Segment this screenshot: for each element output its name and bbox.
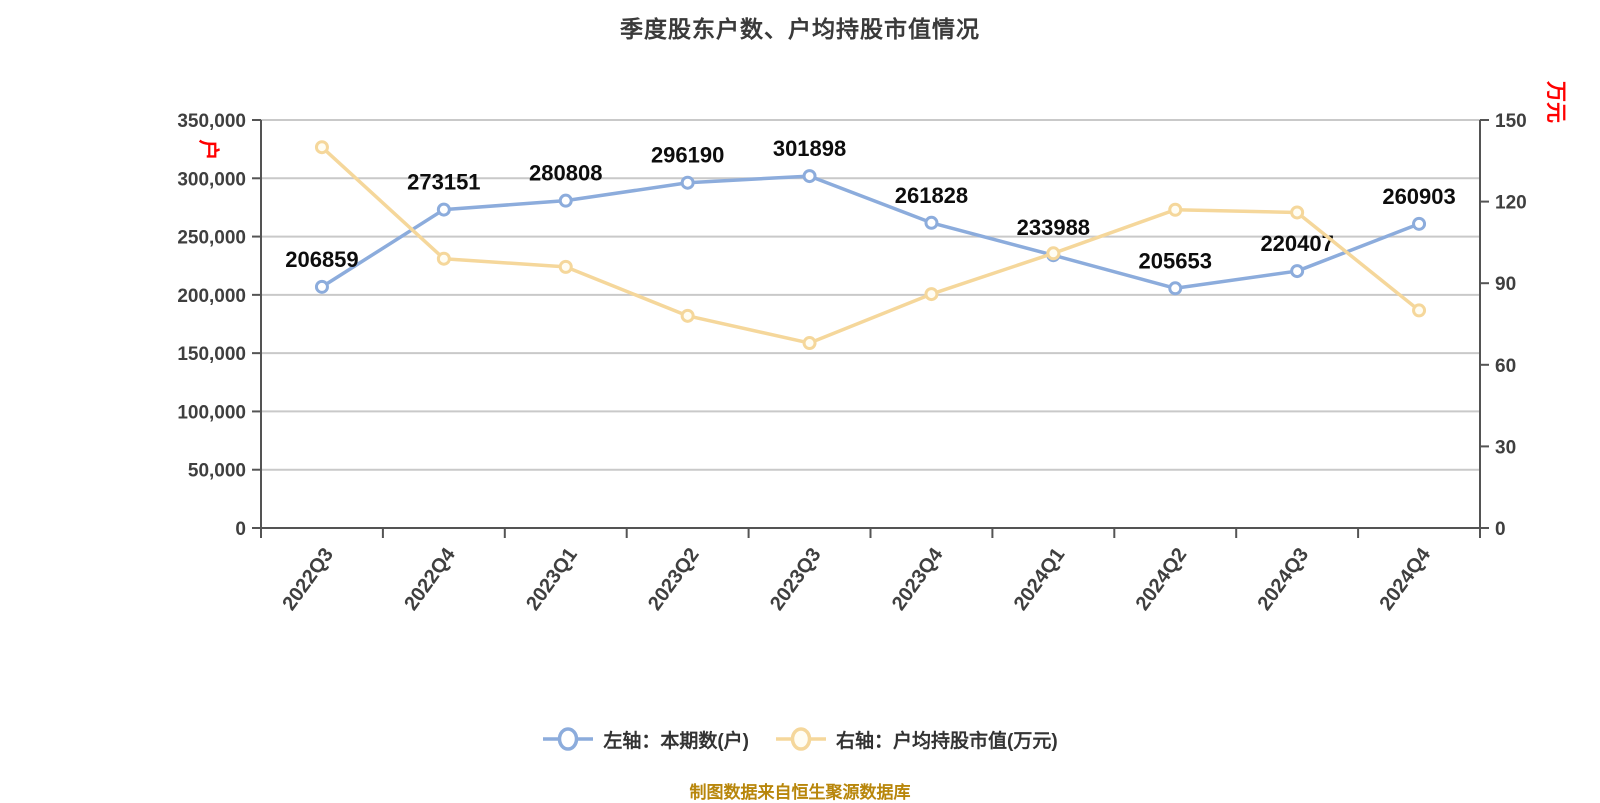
data-point[interactable] xyxy=(314,279,329,294)
data-point[interactable] xyxy=(1168,281,1183,296)
data-point-label: 261828 xyxy=(895,183,968,208)
legend-item-right-series[interactable]: 右轴：户均持股市值(万元) xyxy=(775,726,1058,753)
x-axis-label: 2024Q1 xyxy=(1010,544,1070,615)
left-axis-tick-label: 300,000 xyxy=(177,169,246,190)
data-point[interactable] xyxy=(558,193,573,208)
legend-item-left-series[interactable]: 左轴：本期数(户) xyxy=(542,726,749,753)
data-point[interactable] xyxy=(436,202,451,217)
data-point[interactable] xyxy=(680,308,695,323)
plot-area-svg: 0 50,000 100,000 150,000 200,000 250,000 300,0… xyxy=(177,111,1527,615)
data-point-label: 296190 xyxy=(651,143,724,168)
x-axis-label: 2023Q4 xyxy=(888,543,948,614)
data-point-label: 301898 xyxy=(773,136,846,161)
data-point-label: 280808 xyxy=(529,161,602,186)
right-axis-tick-label: 150 xyxy=(1495,111,1527,132)
left-axis-tick-label: 100,000 xyxy=(177,402,246,423)
data-point[interactable] xyxy=(924,287,939,302)
data-point[interactable] xyxy=(1290,205,1305,220)
data-point-label: 205653 xyxy=(1139,248,1212,273)
left-axis-unit-label: 户 xyxy=(196,139,220,161)
data-point[interactable] xyxy=(1290,264,1305,279)
legend-line-marker-icon xyxy=(543,727,594,751)
source-note: 制图数据来自恒生聚源数据库 xyxy=(689,783,911,802)
x-axis-label: 2023Q3 xyxy=(766,544,826,615)
data-point-label: 273151 xyxy=(407,170,480,195)
data-point[interactable] xyxy=(802,169,817,184)
data-point[interactable] xyxy=(1168,202,1183,217)
left-axis-tick-label: 200,000 xyxy=(177,286,246,307)
left-axis-tick-label: 350,000 xyxy=(177,111,246,132)
left-axis-tick-label: 0 xyxy=(235,519,246,540)
left-axis-tick-label: 50,000 xyxy=(188,461,246,482)
x-axis-label: 2023Q2 xyxy=(644,544,704,615)
data-point[interactable] xyxy=(924,215,939,230)
right-axis-tick-label: 0 xyxy=(1495,519,1506,540)
data-point-label: 206859 xyxy=(285,247,358,272)
data-point[interactable] xyxy=(436,251,451,266)
chart-title: 季度股东户数、户均持股市值情况 xyxy=(620,16,980,42)
data-point-label: 233988 xyxy=(1017,215,1090,240)
x-axis-label: 2022Q3 xyxy=(278,544,338,615)
data-point-label: 220407 xyxy=(1260,231,1333,256)
right-axis-tick-label: 120 xyxy=(1495,193,1527,214)
data-point-label: 260903 xyxy=(1382,184,1455,209)
x-axis-label: 2022Q4 xyxy=(400,543,460,614)
x-axis-label: 2024Q4 xyxy=(1375,543,1435,614)
data-point[interactable] xyxy=(558,259,573,274)
x-axis-label: 2023Q1 xyxy=(522,544,582,615)
data-point[interactable] xyxy=(802,336,817,351)
left-axis-tick-label: 250,000 xyxy=(177,228,246,249)
data-point[interactable] xyxy=(314,140,329,155)
data-point[interactable] xyxy=(1046,246,1061,261)
legend-label-right-series: 右轴：户均持股市值(万元) xyxy=(836,730,1058,752)
legend: 左轴：本期数(户) 右轴：户均持股市值(万元) xyxy=(0,722,1600,756)
x-axis-label: 2024Q3 xyxy=(1254,544,1314,615)
right-axis-tick-label: 30 xyxy=(1495,437,1516,458)
data-point[interactable] xyxy=(680,175,695,190)
legend-line-marker-icon xyxy=(776,727,826,751)
series-line-market-value xyxy=(320,145,1421,345)
right-axis-unit-label: 万元 xyxy=(1544,81,1567,123)
right-axis-tick-label: 90 xyxy=(1495,274,1516,295)
x-axis-label: 2024Q2 xyxy=(1132,544,1192,615)
left-axis-tick-label: 150,000 xyxy=(177,344,246,365)
data-point[interactable] xyxy=(1412,303,1427,318)
series-line-shareholders xyxy=(320,174,1421,291)
data-point[interactable] xyxy=(1412,216,1427,231)
right-axis-tick-label: 60 xyxy=(1495,356,1516,377)
legend-label-left-series: 左轴：本期数(户) xyxy=(603,730,749,752)
